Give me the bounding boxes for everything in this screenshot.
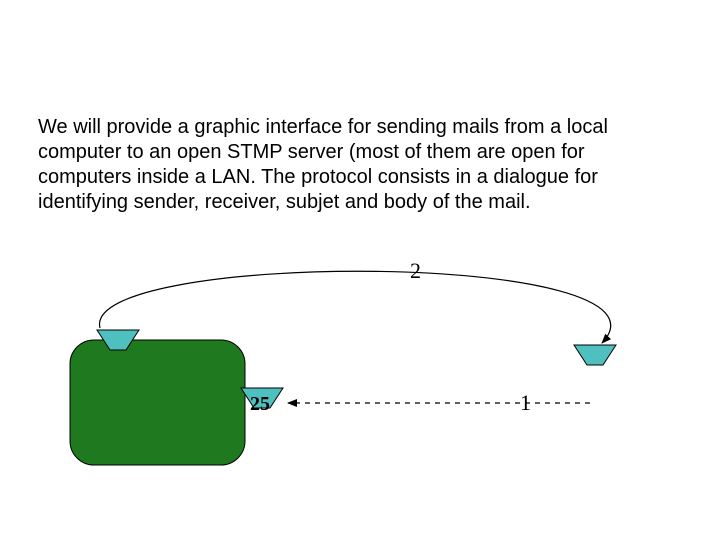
label-1: 1 [520,390,531,416]
trapezoid-right-icon [574,345,616,365]
arc-arrow-2 [100,271,611,343]
label-2: 2 [410,258,421,284]
label-port-25: 25 [250,393,270,416]
slide: We will provide a graphic interface for … [0,0,720,540]
server-box [70,340,245,465]
network-diagram [0,0,720,540]
